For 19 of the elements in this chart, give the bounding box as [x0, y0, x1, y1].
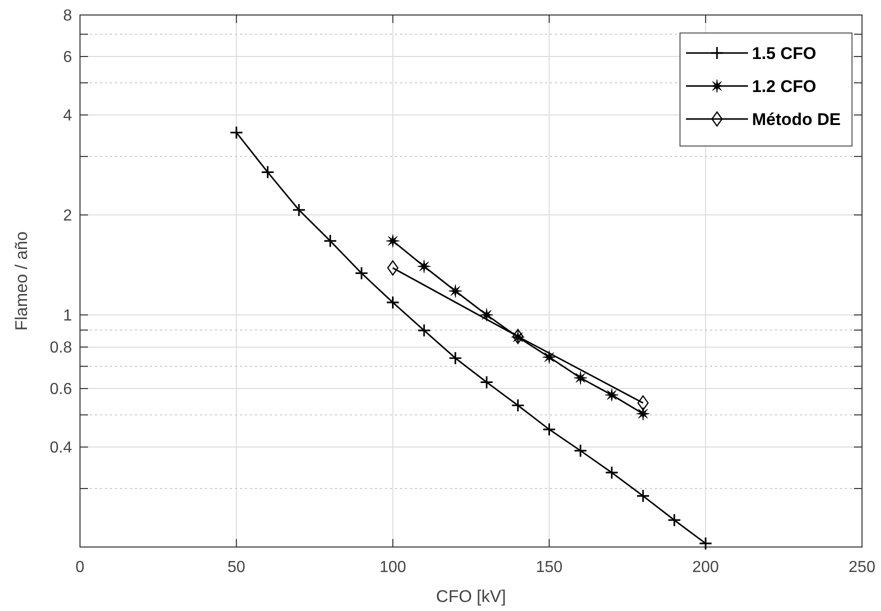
y-tick-label: 4	[63, 108, 72, 125]
y-axis-title: Flameo / año	[12, 231, 31, 331]
y-tick-label: 0.4	[50, 440, 72, 457]
x-tick-label: 150	[536, 559, 563, 576]
legend-label: 1.2 CFO	[752, 76, 816, 96]
y-tick-label: 1	[63, 307, 72, 324]
x-tick-label: 250	[848, 559, 876, 576]
y-tick-label: 6	[63, 49, 72, 66]
legend-label: Método DE	[752, 110, 841, 129]
y-tick-label: 8	[63, 8, 72, 25]
y-tick-label: 2	[63, 208, 72, 225]
y-tick-label: 0.8	[50, 340, 72, 357]
y-tick-label: 0.6	[50, 381, 72, 398]
x-tick-label: 0	[76, 559, 85, 576]
x-axis-title: CFO [kV]	[436, 587, 506, 606]
x-tick-label: 200	[692, 559, 720, 576]
x-tick-label: 100	[379, 559, 406, 576]
legend-label: 1.5 CFO	[752, 44, 816, 63]
x-tick-label: 50	[228, 559, 246, 576]
